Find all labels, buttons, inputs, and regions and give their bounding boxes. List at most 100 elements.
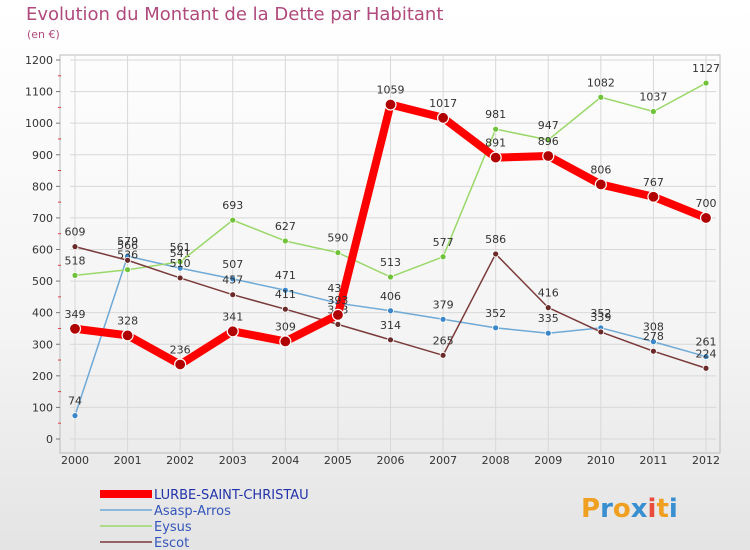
logo-letter: t <box>656 494 668 524</box>
x-tick-label: 2003 <box>219 454 247 467</box>
data-point <box>229 291 237 299</box>
data-point <box>176 274 184 282</box>
data-label: 767 <box>643 176 664 189</box>
x-tick-label: 2012 <box>692 454 720 467</box>
data-label: 507 <box>222 258 243 271</box>
data-label: 510 <box>170 257 191 270</box>
data-point <box>71 243 79 251</box>
data-point <box>279 335 292 348</box>
legend-label: LURBE-SAINT-CHRISTAU <box>154 488 309 503</box>
data-point <box>542 149 555 163</box>
data-point <box>597 93 605 101</box>
data-point <box>436 111 450 124</box>
y-tick-label: 300 <box>32 338 53 351</box>
data-label: 74 <box>68 395 82 408</box>
chart-title: Evolution du Montant de la Dette par Hab… <box>26 4 444 25</box>
data-point <box>121 329 134 342</box>
data-point <box>124 256 131 264</box>
data-label: 314 <box>380 319 401 332</box>
y-tick-label: 400 <box>32 307 53 320</box>
data-point <box>174 358 187 371</box>
data-label: 236 <box>170 343 191 356</box>
data-label: 393 <box>327 294 348 307</box>
data-label: 586 <box>485 233 506 246</box>
data-point <box>124 266 131 274</box>
y-tick-label: 1200 <box>25 54 53 67</box>
data-label: 577 <box>433 236 454 249</box>
data-point <box>71 271 79 279</box>
data-label: 379 <box>433 298 454 311</box>
logo-letter: x <box>631 494 648 524</box>
data-point <box>492 125 500 133</box>
data-point <box>384 98 397 111</box>
data-point <box>702 79 710 87</box>
data-label: 349 <box>65 308 86 321</box>
data-label: 471 <box>275 269 296 282</box>
y-tick-label: 1000 <box>25 117 53 130</box>
data-label: 693 <box>222 199 243 212</box>
logo-letter: i <box>648 494 657 524</box>
data-point <box>489 151 502 164</box>
x-tick-label: 2000 <box>61 454 89 467</box>
data-point <box>439 253 447 261</box>
data-label: 411 <box>275 288 296 301</box>
data-point <box>334 320 342 328</box>
data-point <box>68 322 82 335</box>
data-label: 261 <box>696 336 717 349</box>
data-label: 406 <box>380 290 401 303</box>
data-label: 1127 <box>692 62 720 75</box>
legend-label: Eysus <box>154 520 192 535</box>
x-tick-label: 2005 <box>324 454 352 467</box>
data-point <box>647 190 660 203</box>
x-tick-label: 2008 <box>482 454 510 467</box>
x-tick-label: 2001 <box>114 454 142 467</box>
data-label: 265 <box>433 334 454 347</box>
x-tick-label: 2006 <box>377 454 405 467</box>
x-tick-label: 2007 <box>429 454 457 467</box>
proxiti-logo: Proxiti <box>581 494 678 524</box>
data-point <box>71 412 79 420</box>
data-label: 352 <box>590 307 611 320</box>
y-tick-label: 600 <box>32 244 53 257</box>
data-label: 1059 <box>377 84 405 97</box>
logo-letter: P <box>581 494 600 524</box>
x-tick-label: 2004 <box>271 454 299 467</box>
data-label: 1017 <box>429 97 457 110</box>
data-point <box>597 328 605 336</box>
data-point <box>331 308 345 321</box>
logo-letter: i <box>669 494 678 524</box>
legend-label: Asasp-Arros <box>154 504 231 519</box>
y-tick-label: 700 <box>32 212 53 225</box>
data-label: 590 <box>327 232 348 245</box>
data-point <box>281 286 289 294</box>
y-tick-label: 1100 <box>25 86 53 99</box>
y-tick-label: 500 <box>32 275 53 288</box>
data-point <box>229 275 237 283</box>
data-point <box>492 250 500 258</box>
legend-label: Escot <box>154 536 189 550</box>
data-point <box>544 304 552 312</box>
data-point <box>281 237 289 245</box>
data-point <box>650 338 657 346</box>
data-label: 1082 <box>587 76 615 89</box>
data-point <box>229 216 237 224</box>
x-tick-label: 2002 <box>166 454 194 467</box>
data-label: 335 <box>538 312 559 325</box>
data-label: 1037 <box>639 90 667 103</box>
logo-letter: o <box>613 494 631 524</box>
y-tick-label: 800 <box>32 180 53 193</box>
data-point <box>226 325 239 338</box>
data-label: 806 <box>590 163 611 176</box>
y-tick-label: 0 <box>46 433 53 446</box>
data-point <box>544 136 552 144</box>
data-label: 609 <box>65 226 86 239</box>
data-label: 309 <box>275 320 296 333</box>
data-point <box>334 249 342 257</box>
data-label: 339 <box>590 311 611 324</box>
data-point <box>699 211 713 225</box>
data-label: 308 <box>643 321 664 334</box>
data-label: 891 <box>485 137 506 150</box>
